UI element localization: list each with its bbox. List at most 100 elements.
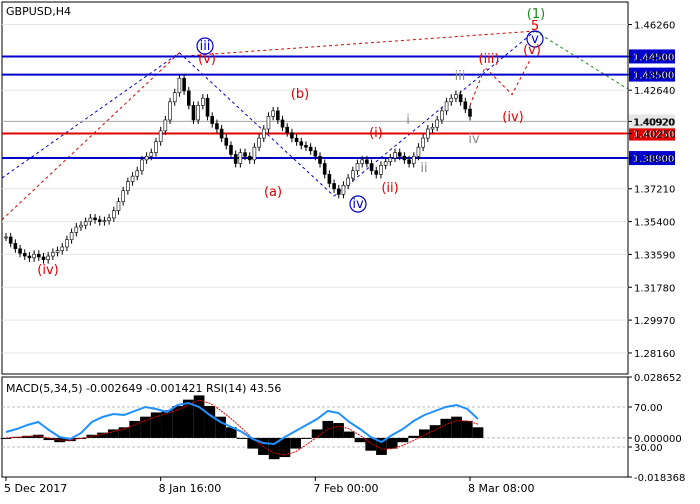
candle-body (60, 246, 65, 251)
projection-line (179, 52, 335, 197)
candle-body (182, 77, 186, 92)
ind-y-tick-label: -0.018368 (634, 473, 685, 484)
candle-body (8, 236, 13, 244)
candle-body (243, 152, 247, 157)
candle-body (355, 163, 360, 172)
symbol-title: GBPUSD,H4 (6, 5, 71, 18)
wave-label: (i) (369, 126, 383, 141)
candle-body (191, 105, 196, 121)
candle-body (327, 174, 332, 184)
wave-label: iv (352, 197, 364, 212)
wave-circle (196, 37, 214, 55)
macd-histogram-bar (419, 429, 430, 438)
candle-body (233, 154, 238, 164)
candle-body (83, 221, 88, 226)
candle-body (205, 97, 210, 117)
current-price-tag (629, 114, 675, 129)
macd-histogram-bar (386, 437, 398, 449)
level-price-label: 1.44500 (633, 52, 674, 63)
candle-body (97, 219, 102, 222)
candle-body (336, 188, 341, 195)
level-price-label: 1.38900 (633, 154, 674, 165)
candle-body (351, 170, 355, 179)
macd-histogram-bar (354, 437, 366, 443)
macd-signal-line (5, 399, 479, 456)
candle-body (116, 201, 121, 211)
candle-body (411, 155, 416, 164)
candle-body (458, 94, 463, 103)
wave-label: i (406, 113, 410, 128)
candle-body (238, 152, 243, 164)
level-price-tag (629, 151, 675, 166)
macd-histogram-bar (140, 416, 151, 438)
candle-body (276, 110, 280, 121)
candle-body (229, 145, 233, 155)
price-candles (4, 74, 472, 264)
projection-line (534, 30, 629, 90)
candle-body (261, 128, 266, 139)
candle-body (210, 116, 215, 124)
level-price-label: 1.43500 (633, 71, 674, 82)
candle-body (22, 253, 27, 257)
wave-label: (v) (523, 43, 541, 58)
candle-body (360, 159, 365, 164)
candle-body (177, 77, 182, 94)
candle-body (121, 190, 125, 202)
macd-histogram-bar (461, 420, 473, 438)
candle-body (393, 152, 397, 159)
macd-histogram-bar (193, 395, 205, 438)
ind-y-tick-label: 70.00 (634, 403, 663, 414)
candle-body (374, 170, 379, 175)
macd-histogram-bar (247, 437, 259, 449)
macd-histogram-bar (215, 416, 226, 438)
wave-label: (iii) (479, 52, 500, 67)
wave-label: iii (455, 69, 466, 84)
candle-body (149, 152, 154, 157)
wave-label: (b) (291, 87, 309, 102)
candle-body (69, 232, 74, 241)
candle-body (37, 253, 41, 258)
candle-body (32, 253, 36, 259)
x-tick-label: 8 Jan 16:00 (159, 482, 222, 495)
wave-label: (iv) (37, 263, 58, 278)
candle-body (135, 170, 140, 177)
candle-body (196, 105, 200, 121)
y-tick-label: 1.33590 (634, 250, 675, 261)
candle-body (388, 157, 393, 162)
x-tick-label: 7 Feb 00:00 (313, 482, 378, 495)
candle-body (313, 150, 318, 157)
macd-histogram-bar (472, 427, 484, 438)
macd-histogram-bar (376, 437, 387, 455)
macd-histogram-bar (32, 434, 44, 438)
wave-label: (a) (264, 185, 282, 200)
projection-line (1, 52, 180, 221)
candle-body (416, 146, 421, 157)
macd-histogram-bar (172, 406, 183, 438)
candle-body (219, 128, 224, 139)
macd-histogram-bar (225, 427, 237, 438)
candle-body (154, 141, 158, 153)
y-tick-label: 1.37210 (634, 185, 675, 196)
macd-histogram-bar (333, 423, 344, 438)
candle-body (304, 145, 308, 148)
candle-body (252, 146, 257, 161)
y-tick-label: 1.42640 (634, 86, 675, 97)
candle-body (88, 217, 93, 222)
candle-body (126, 181, 130, 192)
macd-histogram-bar (86, 434, 98, 438)
candle-body (322, 163, 327, 175)
macd-histogram-bar (397, 437, 409, 443)
wave-labels: (1)5v(v)iii(v)(b)(a)(i)i(ii)iiiviii(iii)… (37, 7, 545, 278)
macd-histogram-bar (97, 432, 108, 438)
candle-body (463, 101, 468, 110)
candle-body (65, 239, 69, 248)
macd-histogram-bar (311, 429, 323, 438)
candle-body (79, 224, 83, 228)
macd-histogram-bar (118, 427, 130, 438)
y-tick-label: 1.29970 (634, 316, 675, 327)
y-tick-label: 1.28160 (634, 349, 675, 360)
candle-body (365, 159, 369, 164)
macd-histogram-bar (236, 437, 248, 439)
candle-body (285, 126, 290, 133)
level-price-tag (629, 126, 675, 141)
